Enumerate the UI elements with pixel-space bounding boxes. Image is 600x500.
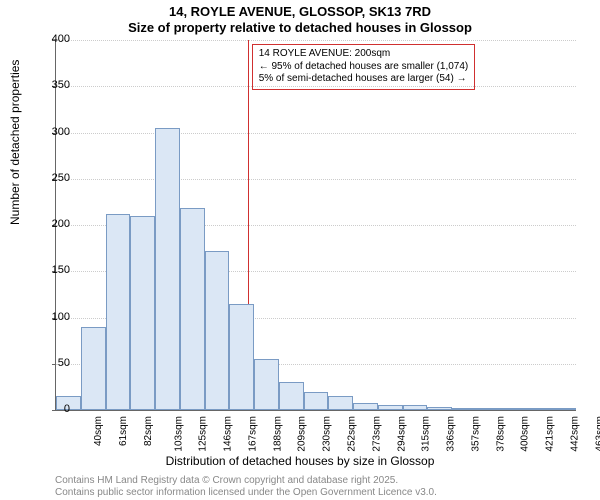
grid-line [56, 179, 576, 180]
y-tick-label: 400 [30, 33, 70, 45]
y-axis-label: Number of detached properties [8, 60, 22, 225]
histogram-bar [180, 208, 205, 410]
histogram-bar [254, 359, 279, 410]
histogram-bar [155, 128, 180, 410]
histogram-bar [328, 396, 353, 410]
histogram-bar [279, 382, 304, 410]
x-tick-label: 273sqm [371, 416, 382, 452]
histogram-bar [403, 405, 428, 410]
histogram-bar [551, 408, 576, 410]
histogram-bar [427, 407, 452, 410]
annotation-box: 14 ROYLE AVENUE: 200sqm ← 95% of detache… [252, 44, 476, 90]
plot-area: 14 ROYLE AVENUE: 200sqm ← 95% of detache… [55, 40, 576, 411]
histogram-bar [106, 214, 131, 410]
x-tick-label: 188sqm [272, 416, 283, 452]
x-tick-label: 209sqm [297, 416, 308, 452]
x-tick-label: 400sqm [520, 416, 531, 452]
histogram-bar [229, 304, 254, 410]
chart-container: 14, ROYLE AVENUE, GLOSSOP, SK13 7RD Size… [0, 0, 600, 500]
x-tick-label: 252sqm [347, 416, 358, 452]
x-tick-label: 167sqm [248, 416, 259, 452]
annotation-line-3: 5% of semi-detached houses are larger (5… [259, 73, 469, 86]
grid-line [56, 86, 576, 87]
histogram-bar [353, 403, 378, 410]
x-tick-label: 230sqm [322, 416, 333, 452]
histogram-bar [526, 408, 551, 410]
histogram-bar [378, 405, 403, 410]
y-tick-label: 50 [30, 357, 70, 369]
x-tick-label: 378sqm [495, 416, 506, 452]
x-tick-label: 421sqm [545, 416, 556, 452]
y-tick-label: 0 [30, 403, 70, 415]
footer-line-1: Contains HM Land Registry data © Crown c… [55, 475, 398, 486]
annotation-line-2: ← 95% of detached houses are smaller (1,… [259, 61, 469, 74]
y-tick-label: 350 [30, 79, 70, 91]
y-tick-label: 100 [30, 311, 70, 323]
x-tick-label: 294sqm [396, 416, 407, 452]
histogram-bar [130, 216, 155, 410]
histogram-bar [205, 251, 230, 410]
annotation-line-1: 14 ROYLE AVENUE: 200sqm [259, 48, 469, 61]
x-tick-label: 125sqm [198, 416, 209, 452]
x-tick-label: 463sqm [594, 416, 600, 452]
chart-title-sub: Size of property relative to detached ho… [0, 20, 600, 35]
histogram-bar [304, 392, 329, 411]
chart-title-main: 14, ROYLE AVENUE, GLOSSOP, SK13 7RD [0, 4, 600, 19]
histogram-bar [477, 408, 502, 410]
x-axis-label: Distribution of detached houses by size … [0, 454, 600, 468]
y-tick-label: 300 [30, 126, 70, 138]
y-tick-label: 200 [30, 218, 70, 230]
grid-line [56, 133, 576, 134]
histogram-bar [452, 408, 477, 410]
x-tick-label: 336sqm [446, 416, 457, 452]
x-tick-label: 315sqm [421, 416, 432, 452]
footer-line-2: Contains public sector information licen… [55, 487, 437, 498]
x-tick-label: 146sqm [223, 416, 234, 452]
x-tick-label: 40sqm [93, 416, 104, 446]
histogram-bar [502, 408, 527, 410]
x-tick-label: 103sqm [173, 416, 184, 452]
x-tick-label: 442sqm [569, 416, 580, 452]
y-tick-label: 250 [30, 172, 70, 184]
x-tick-label: 82sqm [143, 416, 154, 446]
x-tick-label: 61sqm [118, 416, 129, 446]
histogram-bar [81, 327, 106, 410]
y-tick-label: 150 [30, 264, 70, 276]
x-tick-label: 357sqm [470, 416, 481, 452]
grid-line [56, 40, 576, 41]
